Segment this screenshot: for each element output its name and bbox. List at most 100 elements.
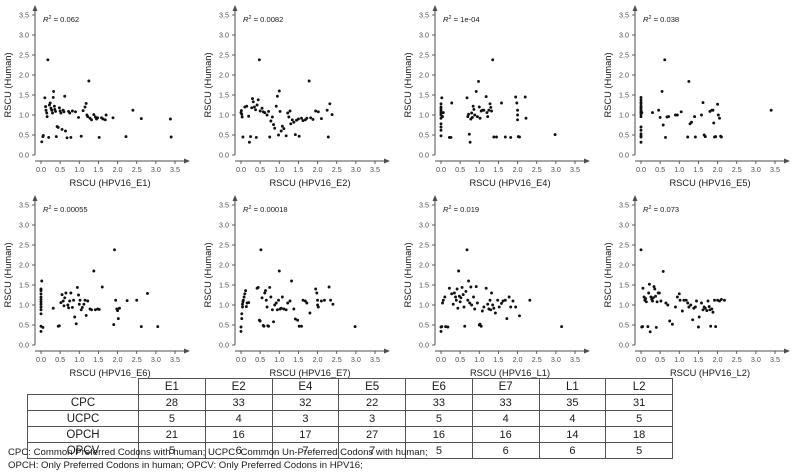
- data-point: [679, 110, 683, 114]
- data-point: [97, 135, 101, 139]
- table-cell: 6: [538, 442, 607, 459]
- footnote-line-2: OPCH: Only Preferred Codons in human; OP…: [8, 459, 363, 471]
- data-point: [256, 98, 260, 102]
- data-point: [329, 298, 333, 302]
- data-point: [92, 113, 96, 117]
- y-tick-label: 0.5: [619, 131, 629, 140]
- data-point: [479, 324, 483, 328]
- data-point: [288, 299, 292, 303]
- data-point: [439, 128, 443, 132]
- data-point: [39, 287, 43, 291]
- data-point: [639, 100, 643, 104]
- data-point: [470, 111, 474, 115]
- scatter-panel-l1: 0.0 0.5 1.0 1.5 2.0 2.5 3.0 3.5 0.0 0.5 1.0 1.5 2.0 2…: [400, 190, 600, 380]
- data-point: [69, 291, 73, 295]
- y-tick-label: 2.5: [619, 51, 629, 60]
- x-tick-label: 2.0: [713, 355, 723, 364]
- x-tick-label: 3.0: [751, 355, 761, 364]
- data-point: [719, 297, 723, 301]
- y-tick-label: 2.0: [619, 261, 629, 270]
- r-squared-annotation: R2 = 0.00055: [43, 205, 88, 214]
- data-point: [39, 300, 43, 304]
- data-point: [489, 308, 493, 312]
- data-point: [57, 106, 61, 110]
- data-point: [639, 140, 643, 144]
- data-point: [77, 115, 80, 119]
- y-axis-title: RSCU (Human): [403, 52, 413, 117]
- x-tick-label: 0.5: [455, 355, 465, 364]
- y-tick-label: 0.0: [419, 341, 429, 350]
- data-point: [315, 291, 319, 295]
- data-point: [297, 134, 301, 138]
- scatter-plot-e4: 0.0 0.5 1.0 1.5 2.0 2.5 3.0 3.5 0.0 0.5 1.0 1.5 2.0 2…: [403, 5, 590, 188]
- data-point: [111, 116, 115, 120]
- r-squared-annotation: R2 = 0.073: [643, 205, 679, 214]
- data-point: [289, 122, 293, 126]
- data-point: [244, 289, 248, 293]
- data-point: [503, 298, 507, 302]
- data-point: [444, 325, 448, 329]
- data-point: [466, 298, 470, 302]
- data-point: [654, 294, 657, 298]
- data-point: [254, 135, 258, 139]
- codon-summary-table: E1 E2 E4 E5 E6 E7 L1 L2 CPC 28 33 32 22 33 33 35 31 UCPC…: [27, 378, 673, 459]
- data-point: [300, 324, 303, 328]
- figure-footnotes: CPC: Common Preferred Codons with human;…: [8, 447, 788, 472]
- table-row: OPCH 21 16 17 27 16 16 14 18: [27, 426, 673, 443]
- data-point: [64, 291, 68, 295]
- x-tick-label: 0.5: [255, 355, 265, 364]
- data-point: [79, 308, 83, 312]
- x-tick-label: 1.5: [293, 165, 303, 174]
- data-point: [463, 324, 467, 328]
- table-column-header-e7: E7: [471, 378, 540, 395]
- scatter-plot-e2: 0.0 0.5 1.0 1.5 2.0 2.5 3.0 3.5 0.0 0.5 1.0 1.5 2.0 2…: [203, 5, 390, 188]
- data-point: [439, 125, 443, 129]
- x-tick-label: 1.0: [274, 355, 284, 364]
- data-point: [639, 98, 643, 102]
- data-point: [65, 136, 69, 140]
- x-tick-label: 0.5: [55, 355, 65, 364]
- data-point: [716, 102, 720, 106]
- data-point: [491, 58, 495, 62]
- data-point: [639, 132, 643, 136]
- data-point: [524, 116, 528, 120]
- y-tick-label: 3.5: [219, 201, 229, 210]
- data-point: [449, 135, 453, 139]
- r-squared-annotation: R2 = 0.00018: [243, 205, 288, 214]
- data-point: [245, 104, 249, 108]
- data-point: [277, 89, 281, 93]
- data-point: [303, 299, 307, 303]
- data-point: [242, 295, 246, 299]
- data-point: [639, 134, 643, 138]
- table-cell: 18: [605, 426, 673, 443]
- y-tick-label: 0.5: [219, 131, 229, 140]
- y-tick-label: 3.5: [619, 201, 629, 210]
- data-point: [505, 317, 509, 321]
- data-point: [116, 317, 120, 321]
- x-axis-title: RSCU (HPV16_L1): [470, 368, 550, 378]
- table-cell: 6: [204, 442, 273, 459]
- data-point: [515, 101, 519, 105]
- data-point: [286, 111, 290, 115]
- data-point: [258, 109, 262, 113]
- data-point: [441, 111, 445, 115]
- data-point: [260, 296, 264, 300]
- data-point: [239, 329, 243, 333]
- y-tick-label: 0.5: [19, 131, 29, 140]
- data-point: [492, 135, 496, 139]
- data-point: [553, 133, 557, 137]
- data-point: [74, 322, 78, 326]
- data-point: [516, 118, 520, 122]
- data-point: [279, 306, 283, 310]
- data-point: [280, 295, 284, 299]
- data-point: [687, 79, 691, 83]
- y-tick-label: 0.5: [419, 321, 429, 330]
- table-column-header-e1: E1: [138, 378, 206, 395]
- data-point: [66, 303, 70, 307]
- y-tick-label: 2.0: [419, 261, 429, 270]
- data-point: [112, 323, 116, 327]
- data-point: [446, 325, 450, 329]
- data-point: [308, 311, 312, 315]
- data-point: [690, 120, 693, 124]
- data-point: [52, 89, 56, 93]
